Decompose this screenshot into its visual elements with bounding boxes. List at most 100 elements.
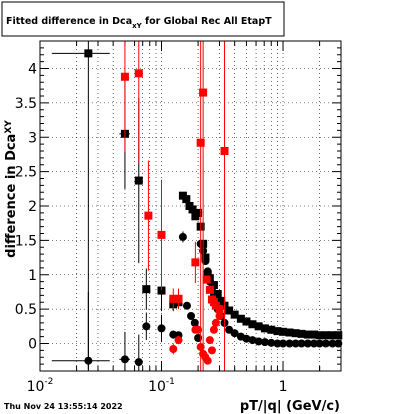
data-point-circle [142, 322, 151, 331]
data-point-circle [334, 339, 343, 348]
data-point-circle [315, 339, 324, 348]
data-point-square [142, 285, 151, 294]
data-point-square [303, 330, 312, 339]
data-point-square [196, 138, 205, 147]
data-point-circle [84, 356, 93, 365]
x-tick-label: 10-2 [27, 377, 54, 395]
data-point-circle [267, 338, 276, 347]
x-tick-label-base: 10 [27, 379, 45, 395]
data-point-circle [194, 334, 203, 342]
y-tick-label: 2 [28, 199, 37, 215]
title-box: Fitted difference in DcaxY for Global Re… [1, 1, 285, 37]
data-point-square [254, 322, 263, 331]
data-point-square [215, 305, 224, 314]
data-point-square [191, 258, 200, 267]
data-point-circle [321, 339, 330, 348]
y-axis-label: difference in DcaXY [4, 120, 19, 258]
data-point-circle [211, 318, 220, 327]
data-point-circle [285, 339, 294, 348]
chart-title: Fitted difference in DcaxY for Global Re… [6, 16, 272, 30]
data-point-square [328, 331, 337, 340]
x-axis-ticks: 10-2 10-1 1 [27, 41, 342, 395]
data-point-square [236, 314, 245, 323]
data-point-circle [310, 339, 319, 348]
data-point-square [242, 317, 251, 326]
data-point-circle [182, 301, 191, 310]
x-tick-label: 1 [279, 379, 288, 395]
data-point-square [174, 294, 183, 303]
data-point-circle [207, 346, 216, 355]
data-point-square [321, 331, 330, 340]
y-axis-ticks: 0 0.5 1 1.5 2 2.5 3 3.5 4 [15, 40, 341, 372]
y-axis-label-main: difference in Dca [4, 134, 19, 258]
data-point-square [279, 327, 288, 336]
data-point-circle [209, 325, 218, 334]
chart-title-prefix: Fitted difference in Dca [6, 16, 132, 27]
data-point-square [120, 72, 129, 81]
data-series [51, 41, 343, 371]
data-point-square [260, 324, 269, 333]
y-tick-label: 3 [28, 130, 37, 146]
data-point-circle [203, 356, 212, 365]
data-point-circle [157, 324, 166, 333]
data-point-square [248, 320, 257, 329]
x-tick-label: 10-1 [148, 377, 175, 395]
data-point-square [334, 331, 343, 340]
x-tick-label-exponent: -2 [44, 377, 53, 387]
data-point-circle [134, 358, 143, 367]
data-point-circle [196, 342, 205, 351]
data-point-square [310, 330, 319, 339]
data-point-circle [169, 345, 178, 353]
data-point-circle [194, 325, 203, 334]
chart-title-subscript: xY [132, 22, 143, 30]
data-point-circle [242, 334, 251, 343]
data-point-square [205, 285, 214, 294]
data-point-square [230, 310, 239, 319]
y-axis-label-subscript: XY [4, 120, 14, 134]
data-point-circle [174, 336, 183, 345]
y-tick-label: 0 [28, 337, 37, 353]
data-point-square [213, 290, 222, 298]
data-point-square [291, 329, 300, 338]
data-point-circle [203, 267, 212, 276]
data-point-circle [297, 339, 306, 348]
data-point-square [169, 294, 178, 303]
y-tick-label: 2.5 [15, 165, 37, 181]
data-point-square [157, 230, 166, 239]
data-point-circle [279, 339, 288, 348]
data-point-square [225, 306, 234, 315]
data-point-circle [215, 312, 224, 320]
series-3-circle-red [169, 312, 224, 365]
chart-title-suffix: for Global Rec All EtapT [142, 16, 272, 27]
x-tick-label-exponent: -1 [166, 377, 175, 387]
data-point-square [202, 275, 211, 284]
y-tick-label: 1.5 [15, 233, 37, 249]
y-tick-label: 4 [28, 62, 37, 78]
data-point-square [134, 69, 143, 78]
data-point-square [134, 176, 143, 185]
data-point-circle [187, 312, 196, 320]
y-tick-label: 1 [28, 268, 37, 284]
data-point-square [84, 49, 93, 58]
data-point-circle [205, 336, 214, 345]
data-point-circle [120, 355, 129, 364]
data-point-circle [273, 339, 282, 348]
data-point-circle [328, 339, 337, 348]
data-point-square [273, 327, 282, 336]
data-point-square [267, 325, 276, 334]
data-point-square [285, 328, 294, 337]
data-point-square [157, 286, 166, 295]
data-point-circle [291, 339, 300, 348]
timestamp: Thu Nov 24 13:55:14 2022 [4, 402, 123, 411]
data-point-square [182, 195, 191, 204]
data-point-square [188, 205, 197, 214]
y-tick-label: 0.5 [15, 302, 37, 318]
data-point-circle [178, 232, 187, 241]
data-point-square [194, 208, 203, 217]
x-tick-label-base: 1 [279, 379, 288, 395]
x-tick-label-base: 10 [148, 379, 166, 395]
data-point-square [217, 296, 226, 305]
data-point-square [199, 88, 208, 97]
series-2-square-red [120, 41, 229, 371]
